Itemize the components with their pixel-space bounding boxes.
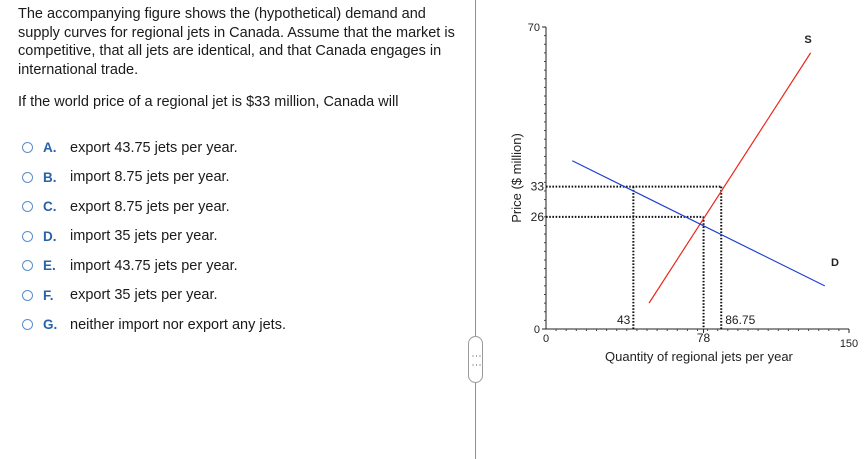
y-tick-label: 70 [528,22,540,34]
option-letter: F. [43,287,54,303]
y-axis-label: Price ($ million) [509,133,524,223]
option-label: export 43.75 jets per year. [70,139,238,156]
option-e[interactable]: E. import 43.75 jets per year. [22,251,462,281]
question-text: The accompanying figure shows the (hypot… [18,6,455,78]
option-letter: G. [43,317,58,333]
x-tick-label: 0 [543,333,549,345]
option-label: export 8.75 jets per year. [70,198,230,215]
series-line-d [571,160,826,287]
drag-dots-icon: ⋮⋮ [470,350,482,369]
demand-curve-label: D [831,257,839,269]
price-annotation: 26 [531,210,545,224]
answer-options: A. export 43.75 jets per year. B. import 8… [22,133,462,340]
quantity-annotation: 78 [697,331,711,345]
price-annotation: 33 [531,180,545,194]
option-letter: C. [43,199,57,215]
option-letter: D. [43,228,57,244]
option-b[interactable]: B. import 8.75 jets per year. [22,163,462,193]
option-label: import 43.75 jets per year. [70,257,238,274]
option-label: neither import nor export any jets. [70,316,286,333]
option-label: import 35 jets per year. [70,228,218,245]
option-label: import 8.75 jets per year. [70,169,230,186]
option-g[interactable]: G. neither import nor export any jets. [22,310,462,340]
option-c[interactable]: C. export 8.75 jets per year. [22,192,462,222]
option-f[interactable]: F. export 35 jets per year. [22,281,462,311]
quantity-annotation: 43 [617,313,631,327]
radio-button[interactable] [22,201,33,213]
radio-button[interactable] [22,142,33,154]
radio-button[interactable] [22,289,33,301]
x-tick-label: 150 [840,338,858,350]
option-label: export 35 jets per year. [70,287,218,304]
option-letter: A. [43,140,57,156]
series-line-s [648,52,812,304]
radio-button[interactable] [22,171,33,183]
supply-curve-label: S [804,34,811,46]
radio-button[interactable] [22,319,33,331]
pane-resize-handle[interactable]: ⋮⋮ [468,336,483,383]
option-d[interactable]: D. import 35 jets per year. [22,222,462,252]
option-letter: E. [43,258,56,274]
x-axis-label: Quantity of regional jets per year [605,349,794,364]
option-letter: B. [43,169,57,185]
y-tick-label: 0 [534,324,540,336]
supply-demand-chart: 70 00 150 Quantity of regional jets per yea… [509,22,858,364]
question-pane: The accompanying figure shows the (hypot… [18,6,462,340]
pane-divider [475,0,476,459]
option-a[interactable]: A. export 43.75 jets per year. [22,133,462,163]
quantity-annotation: 86.75 [725,313,755,327]
question-prompt: If the world price of a regional jet is … [18,94,399,110]
radio-button[interactable] [22,230,33,242]
radio-button[interactable] [22,260,33,272]
